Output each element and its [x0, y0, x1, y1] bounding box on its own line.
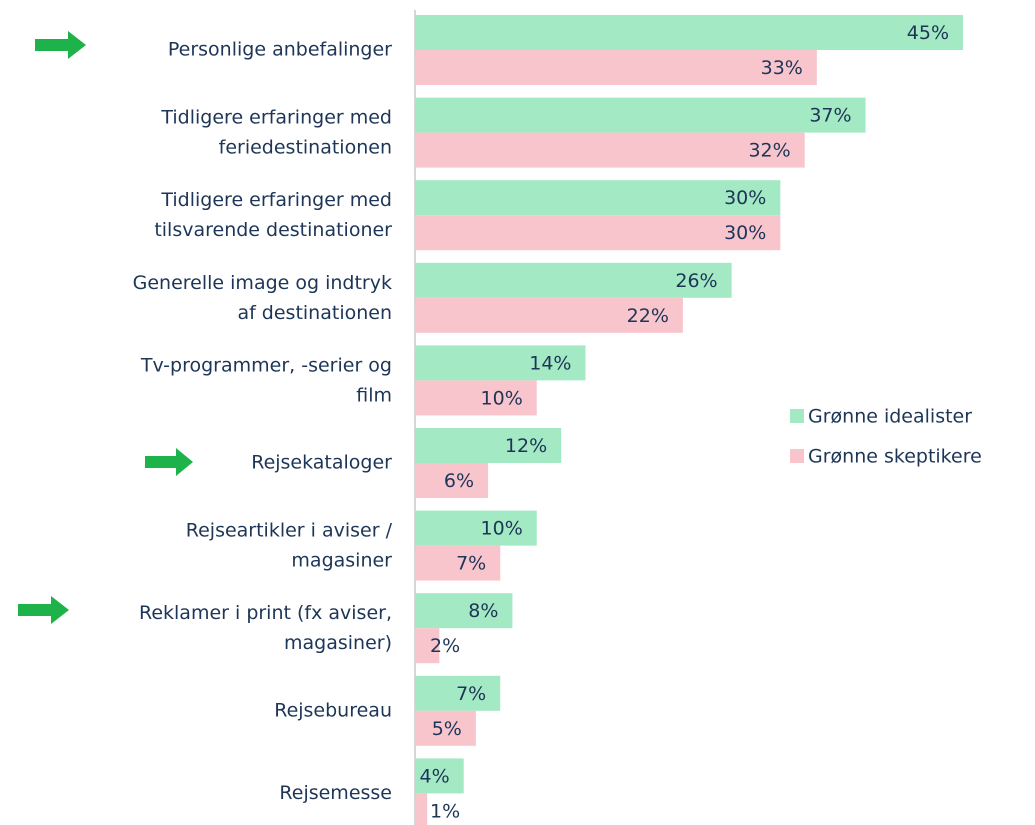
- value-label: 6%: [444, 470, 474, 492]
- bar: [415, 758, 464, 794]
- arrow: [145, 448, 193, 476]
- category-label: Generelle image og indtryk af destination…: [133, 271, 392, 323]
- bar: [415, 262, 732, 298]
- category-label: Tv-programmer, -serier og film: [140, 354, 392, 406]
- category-label: Rejsemesse: [279, 782, 392, 804]
- value-label: 10%: [481, 387, 523, 409]
- bar: [415, 97, 866, 133]
- bar: [415, 793, 428, 825]
- category-label: Tidligere erfaringer med feriedestination…: [160, 106, 392, 158]
- category-label: Reklamer i print (fx aviser, magasiner): [139, 602, 392, 654]
- value-label: 30%: [724, 222, 766, 244]
- bar: [415, 180, 781, 216]
- value-label: 4%: [420, 765, 450, 787]
- legend-swatch: [790, 409, 804, 423]
- value-label: 5%: [432, 718, 462, 740]
- bar: [415, 215, 781, 251]
- value-label: 1%: [430, 800, 460, 822]
- value-label: 32%: [748, 140, 790, 162]
- bar: [415, 132, 805, 168]
- legend-label: Grønne skeptikere: [808, 446, 982, 468]
- legend-swatch: [790, 449, 804, 463]
- category-label: Personlige anbefalinger: [168, 39, 392, 61]
- value-label: 14%: [529, 352, 571, 374]
- bar: [415, 628, 440, 664]
- bar: [415, 297, 683, 333]
- value-label: 7%: [456, 683, 486, 705]
- bar: [415, 675, 501, 711]
- bar: [415, 428, 562, 463]
- category-label: Rejsekataloger: [251, 452, 392, 474]
- category-label: Tidligere erfaringer med tilsvarende dest…: [154, 189, 392, 241]
- bar: [415, 50, 817, 85]
- value-label: 2%: [430, 635, 460, 657]
- arrows: [18, 31, 193, 624]
- bar: [415, 710, 476, 746]
- value-label: 10%: [481, 518, 523, 540]
- value-label: 45%: [907, 22, 949, 44]
- category-label: Rejseartikler i aviser / magasiner: [186, 519, 393, 571]
- value-label: 8%: [468, 600, 498, 622]
- arrow: [35, 31, 86, 59]
- value-label: 37%: [809, 105, 851, 127]
- value-label: 12%: [505, 435, 547, 457]
- legend-label: Grønne idealister: [808, 406, 972, 428]
- bar: [415, 380, 537, 416]
- value-label: 22%: [627, 305, 669, 327]
- value-label: 26%: [675, 270, 717, 292]
- value-label: 33%: [761, 57, 803, 79]
- bar: [415, 15, 963, 50]
- bar: [415, 345, 586, 381]
- bar: [415, 510, 537, 546]
- bar: [415, 593, 513, 629]
- value-label: 7%: [456, 553, 486, 575]
- category-label: Rejsebureau: [274, 699, 392, 721]
- value-label: 30%: [724, 187, 766, 209]
- arrow: [18, 596, 69, 624]
- bar: [415, 545, 501, 581]
- bar: [415, 463, 489, 498]
